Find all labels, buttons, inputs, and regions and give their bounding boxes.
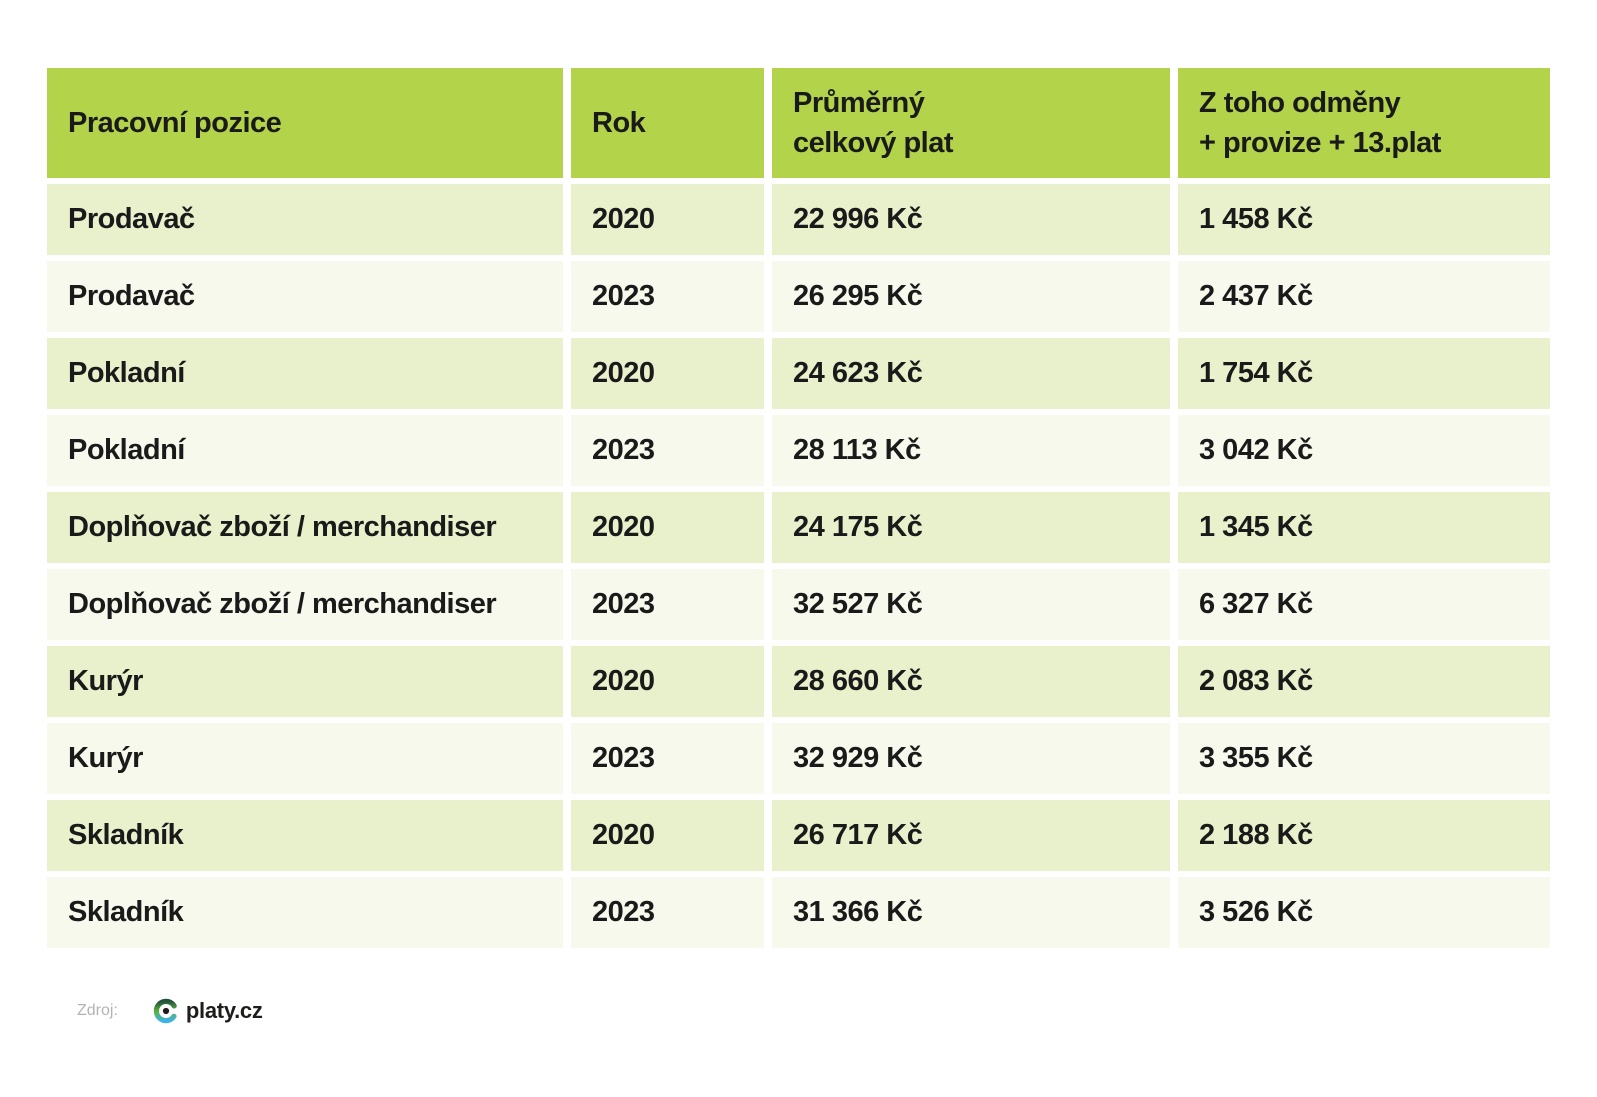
header-cell-avg-salary: Průměrný celkový plat (772, 68, 1170, 178)
cell-year: 2020 (571, 800, 764, 871)
cell-bonus: 6 327 Kč (1178, 569, 1550, 640)
platy-logo: platy.cz (152, 997, 263, 1025)
cell-position: Prodavač (47, 184, 563, 255)
cell-position: Doplňovač zboží / merchandiser (47, 569, 563, 640)
cell-bonus: 3 526 Kč (1178, 877, 1550, 948)
cell-year: 2020 (571, 184, 764, 255)
cell-avg-salary: 32 527 Kč (772, 569, 1170, 640)
cell-avg-salary: 28 113 Kč (772, 415, 1170, 486)
cell-bonus: 2 188 Kč (1178, 800, 1550, 871)
cell-bonus: 1 458 Kč (1178, 184, 1550, 255)
cell-position: Pokladní (47, 338, 563, 409)
cell-position: Skladník (47, 800, 563, 871)
cell-avg-salary: 26 295 Kč (772, 261, 1170, 332)
cell-avg-salary: 24 623 Kč (772, 338, 1170, 409)
source-note: Zdroj: platy.cz (77, 993, 263, 1029)
header-cell-year: Rok (571, 68, 764, 178)
cell-year: 2023 (571, 261, 764, 332)
cell-year: 2023 (571, 723, 764, 794)
cell-position: Skladník (47, 877, 563, 948)
cell-avg-salary: 24 175 Kč (772, 492, 1170, 563)
salary-table: Pracovní pozice Rok Průměrný celkový pla… (47, 68, 1550, 948)
cell-position: Kurýr (47, 646, 563, 717)
cell-position: Doplňovač zboží / merchandiser (47, 492, 563, 563)
cell-year: 2020 (571, 338, 764, 409)
platy-ring-icon (152, 997, 180, 1025)
cell-avg-salary: 26 717 Kč (772, 800, 1170, 871)
source-label: Zdroj: (77, 1002, 118, 1019)
cell-avg-salary: 22 996 Kč (772, 184, 1170, 255)
cell-year: 2020 (571, 492, 764, 563)
cell-year: 2023 (571, 569, 764, 640)
header-cell-bonus: Z toho odměny + provize + 13.plat (1178, 68, 1550, 178)
cell-position: Prodavač (47, 261, 563, 332)
cell-bonus: 3 355 Kč (1178, 723, 1550, 794)
cell-year: 2023 (571, 877, 764, 948)
cell-avg-salary: 31 366 Kč (772, 877, 1170, 948)
cell-avg-salary: 28 660 Kč (772, 646, 1170, 717)
cell-bonus: 2 083 Kč (1178, 646, 1550, 717)
cell-position: Kurýr (47, 723, 563, 794)
cell-bonus: 3 042 Kč (1178, 415, 1550, 486)
cell-bonus: 1 754 Kč (1178, 338, 1550, 409)
header-cell-position: Pracovní pozice (47, 68, 563, 178)
cell-position: Pokladní (47, 415, 563, 486)
brand-name: platy.cz (185, 998, 263, 1023)
cell-bonus: 2 437 Kč (1178, 261, 1550, 332)
cell-bonus: 1 345 Kč (1178, 492, 1550, 563)
cell-year: 2020 (571, 646, 764, 717)
cell-year: 2023 (571, 415, 764, 486)
cell-avg-salary: 32 929 Kč (772, 723, 1170, 794)
